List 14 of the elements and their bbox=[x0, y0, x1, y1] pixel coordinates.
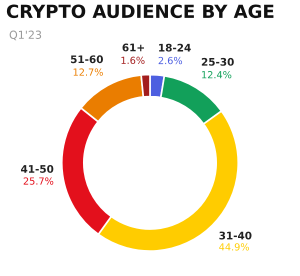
slice-label: 18-24 bbox=[159, 44, 191, 52]
chart-subtitle: Q1'23 bbox=[10, 30, 42, 40]
slice-label: 31-40 bbox=[219, 232, 252, 240]
chart-title: CRYPTO AUDIENCE BY AGE bbox=[6, 4, 274, 18]
data-label: 25.7% bbox=[24, 177, 54, 185]
data-label: 2.6% bbox=[158, 56, 182, 64]
slice-label: 25-30 bbox=[202, 58, 234, 66]
data-label: 12.7% bbox=[74, 68, 103, 76]
slice-label: 61+ bbox=[122, 44, 144, 52]
slice-label: 51-60 bbox=[70, 55, 103, 64]
slice-label: 41-50 bbox=[21, 164, 54, 173]
data-label: 44.9% bbox=[219, 243, 250, 251]
data-label: 12.4% bbox=[202, 71, 232, 78]
data-label: 1.6% bbox=[121, 56, 145, 64]
